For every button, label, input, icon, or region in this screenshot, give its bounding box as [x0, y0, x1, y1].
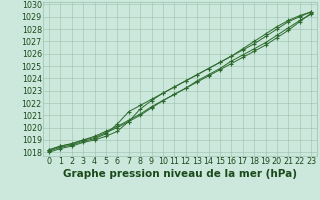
X-axis label: Graphe pression niveau de la mer (hPa): Graphe pression niveau de la mer (hPa): [63, 169, 297, 179]
